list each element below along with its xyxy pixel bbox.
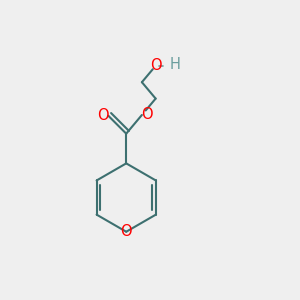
Text: O: O bbox=[97, 108, 109, 123]
Text: O: O bbox=[141, 106, 153, 122]
Text: O: O bbox=[150, 58, 161, 73]
Text: O: O bbox=[120, 224, 132, 239]
Text: H: H bbox=[170, 57, 181, 72]
